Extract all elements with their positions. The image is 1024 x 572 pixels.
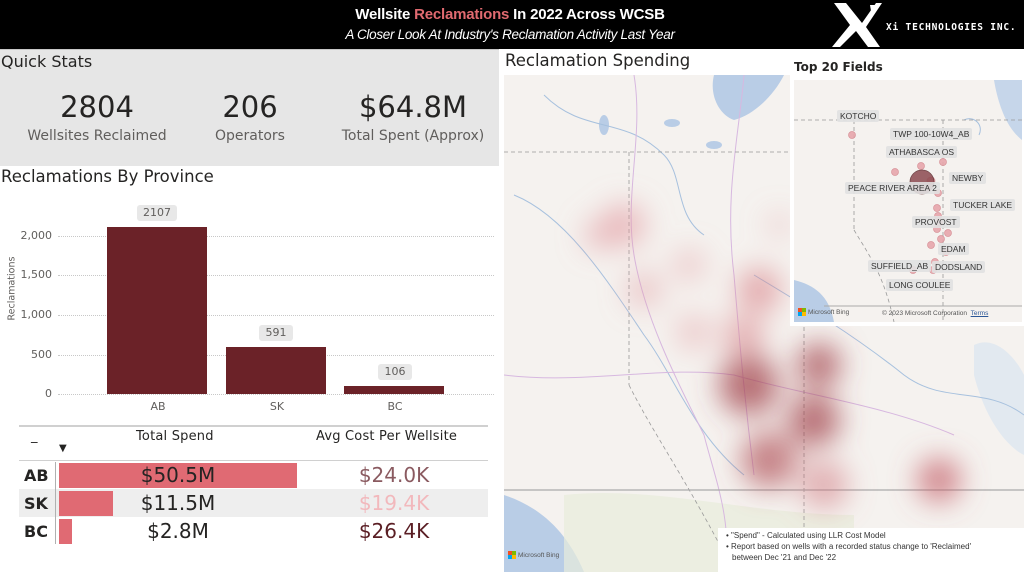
- y-tick: 500: [31, 348, 52, 361]
- report-subtitle: A Closer Look At Industry's Reclamation …: [345, 27, 675, 42]
- stat-label: Wellsites Reclaimed: [27, 128, 167, 144]
- bar-value-label: 106: [378, 364, 412, 380]
- y-tick: 1,000: [20, 308, 53, 321]
- province-bar-chart: Reclamations 2,000 1,500 1,000 500 0 210…: [0, 195, 500, 420]
- total-spend-cell: $50.5M: [140, 463, 216, 487]
- field-label[interactable]: EDAM: [938, 243, 969, 255]
- corner-header: _: [31, 429, 38, 444]
- map-copyright: © 2023 Microsoft Corporation Terms: [882, 310, 989, 317]
- stat-wellsites-card[interactable]: 2804 Wellsites Reclaimed: [22, 90, 172, 144]
- table-row[interactable]: AB $50.5M $24.0K: [19, 461, 488, 489]
- row-header-separator: [55, 462, 56, 544]
- divider: [19, 460, 488, 461]
- y-axis-label: Reclamations: [6, 256, 18, 321]
- y-tick: 0: [45, 387, 52, 400]
- xi-logo-icon: [832, 3, 882, 47]
- gridline: [58, 275, 494, 276]
- stat-value: $64.8M: [358, 90, 468, 124]
- stat-total-spent-card[interactable]: $64.8M Total Spent (Approx): [333, 90, 493, 144]
- stat-label: Total Spent (Approx): [341, 128, 485, 144]
- microsoft-logo-icon: [798, 308, 806, 316]
- column-header-avg-cost[interactable]: Avg Cost Per Wellsite: [316, 429, 458, 444]
- footnote-line: between Dec '21 and Dec '22: [732, 553, 837, 562]
- footnote-box: • "Spend" - Calculated using LLR Cost Mo…: [718, 528, 1024, 572]
- stat-value: 2804: [60, 90, 134, 124]
- stat-operators-card[interactable]: 206 Operators: [195, 90, 305, 144]
- bar-ab[interactable]: [107, 227, 207, 394]
- field-label[interactable]: TUCKER LAKE: [950, 199, 1016, 211]
- field-label[interactable]: TWP 100-10W4_AB: [890, 128, 973, 140]
- total-spend-cell: $11.5M: [140, 491, 216, 515]
- report-title: Wellsite Reclamations In 2022 Across WCS…: [355, 6, 665, 23]
- company-name: Xi TECHNOLOGIES INC.: [886, 22, 1017, 33]
- field-label[interactable]: KOTCHO: [837, 110, 880, 122]
- top-fields-title: Top 20 Fields: [794, 60, 883, 74]
- table-row[interactable]: BC $2.8M $26.4K: [19, 517, 488, 545]
- header-banner: Wellsite Reclamations In 2022 Across WCS…: [0, 0, 1024, 49]
- x-tick: AB: [150, 400, 166, 413]
- sort-desc-icon[interactable]: ▼: [59, 443, 67, 454]
- field-label[interactable]: PEACE RIVER AREA 2: [845, 182, 940, 194]
- microsoft-logo-icon: [508, 551, 516, 559]
- avg-cost-cell: $26.4K: [358, 519, 430, 543]
- province-cell: SK: [24, 494, 48, 513]
- terms-link[interactable]: Terms: [970, 310, 989, 317]
- bar-value-label: 591: [259, 325, 293, 341]
- x-tick: SK: [269, 400, 285, 413]
- top-fields-panel: Top 20 Fields: [790, 58, 1024, 326]
- spend-data-bar: [59, 463, 297, 488]
- spend-data-bar: [59, 491, 113, 516]
- y-tick: 1,500: [20, 268, 53, 281]
- province-chart-title: Reclamations By Province: [1, 167, 214, 186]
- gridline: [58, 315, 494, 316]
- stat-value: 206: [222, 90, 278, 124]
- field-label[interactable]: PROVOST: [912, 216, 960, 228]
- gridline: [58, 394, 494, 395]
- field-label[interactable]: SUFFIELD_AB: [868, 260, 932, 272]
- field-label[interactable]: NEWBY: [949, 172, 987, 184]
- stat-label: Operators: [215, 128, 285, 144]
- quick-stats-panel: Quick Stats 2804 Wellsites Reclaimed 206…: [0, 49, 499, 166]
- total-spend-cell: $2.8M: [147, 519, 209, 543]
- avg-cost-cell: $19.4K: [358, 491, 430, 515]
- footnote-line: • "Spend" - Calculated using LLR Cost Mo…: [726, 531, 886, 540]
- footnote-line: • Report based on wells with a recorded …: [726, 542, 972, 551]
- y-tick: 2,000: [20, 229, 53, 242]
- province-cell: AB: [24, 466, 49, 485]
- spend-data-bar: [59, 519, 72, 544]
- bar-bc[interactable]: [344, 386, 444, 394]
- x-tick: BC: [387, 400, 403, 413]
- divider: [19, 425, 488, 427]
- province-cell: BC: [24, 522, 48, 541]
- map-title: Reclamation Spending: [505, 51, 691, 70]
- field-label[interactable]: ATHABASCA OS: [886, 146, 958, 158]
- top-fields-map[interactable]: KOTCHO TWP 100-10W4_AB ATHABASCA OS NEWB…: [794, 80, 1022, 322]
- gridline: [58, 236, 494, 237]
- field-label[interactable]: LONG COULEE: [886, 279, 954, 291]
- avg-cost-cell: $24.0K: [358, 463, 430, 487]
- bar-value-label: 2107: [137, 205, 177, 221]
- bar-sk[interactable]: [226, 347, 326, 394]
- bing-attribution: Microsoft Bing: [508, 551, 559, 559]
- field-label[interactable]: DODSLAND: [932, 261, 986, 273]
- column-header-total-spend[interactable]: Total Spend: [136, 429, 214, 444]
- table-row[interactable]: SK $11.5M $19.4K: [19, 489, 488, 517]
- bing-attribution: Microsoft Bing: [798, 308, 849, 316]
- quick-stats-title: Quick Stats: [1, 52, 93, 71]
